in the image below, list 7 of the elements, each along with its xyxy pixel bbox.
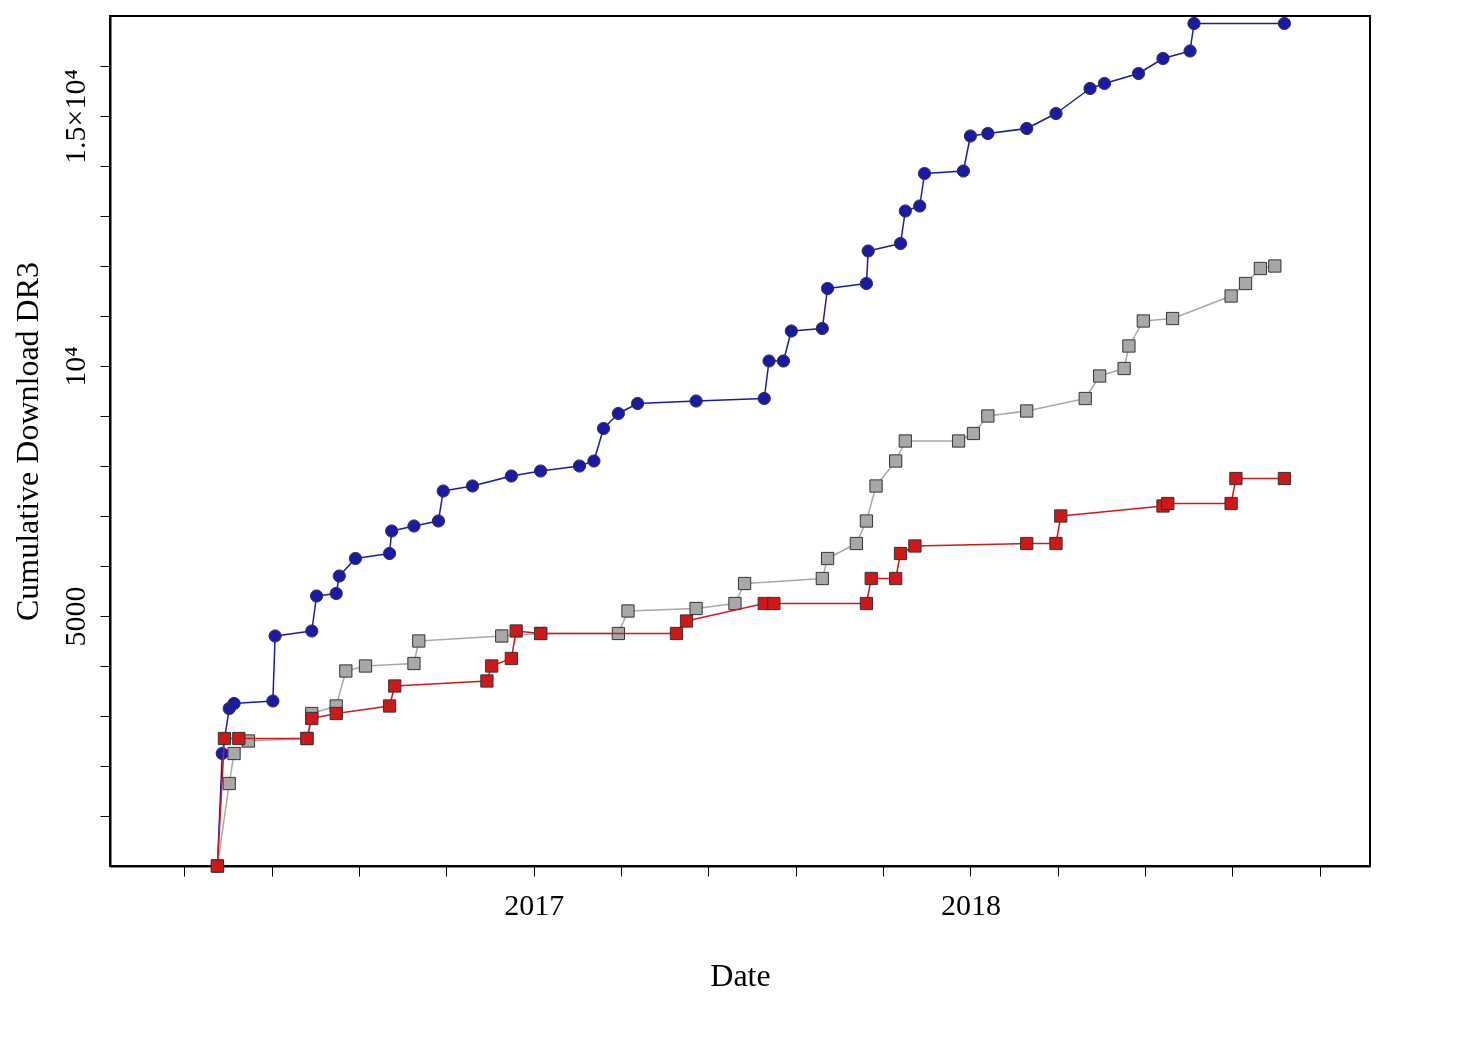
- x-tick-label: 2017: [504, 887, 565, 921]
- y-axis-title: Cumulative Download DR3: [8, 261, 45, 622]
- x-axis-title: Date: [710, 956, 771, 993]
- x-tick-label: 2018: [940, 887, 1001, 921]
- y-tick-label: 5000: [57, 586, 91, 647]
- y-tick-label: 1.5×10⁴: [57, 69, 91, 164]
- y-tick-label: 10⁴: [57, 346, 91, 387]
